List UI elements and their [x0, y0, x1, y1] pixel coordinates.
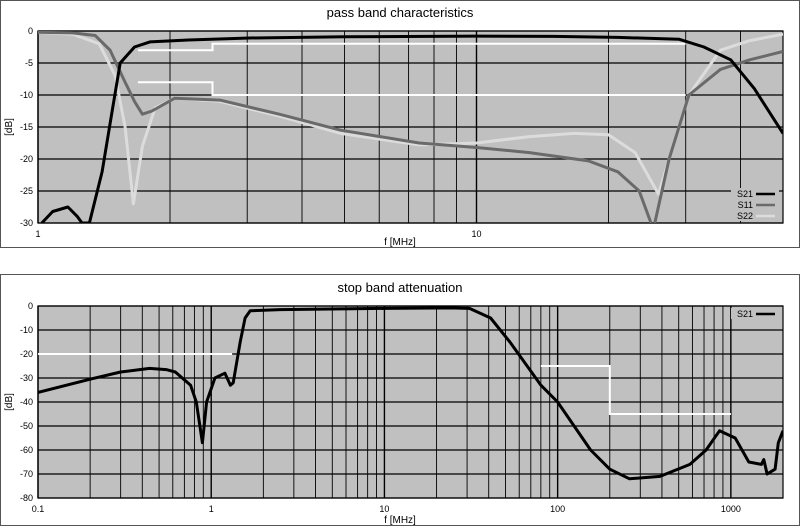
x-tick-label: 10: [471, 229, 481, 239]
y-tick-label: -10: [20, 90, 33, 100]
legend-entry-bg: [731, 188, 779, 199]
limit-line: [137, 42, 686, 52]
y-tick-label: -30: [20, 373, 33, 383]
plot-border: [37, 30, 784, 224]
limit-line: [137, 81, 686, 96]
y-axis-label: [dB]: [4, 393, 15, 411]
series-line-s21: [40, 34, 783, 223]
series-line-s11: [38, 31, 653, 223]
legend-label: S11: [738, 200, 753, 210]
y-tick-label: -20: [20, 154, 33, 164]
series-line-s11b: [653, 50, 783, 223]
chart-title: pass band characteristics: [327, 5, 474, 20]
y-axis-label: [dB]: [4, 118, 15, 136]
x-tick-label: 1: [35, 229, 40, 239]
legend-label: S21: [737, 189, 753, 199]
x-axis-label: f [MHz]: [384, 515, 416, 526]
y-tick-label: -25: [20, 186, 33, 196]
y-tick-label: -40: [20, 397, 33, 407]
y-tick-label: -50: [20, 421, 33, 431]
y-tick-label: -60: [20, 445, 33, 455]
legend-entry-bg: [731, 210, 779, 221]
x-tick-label: 1000: [721, 504, 741, 514]
legend-entry-bg: [731, 199, 779, 210]
limit-line: [540, 365, 731, 415]
legend-label: S22: [737, 211, 753, 221]
x-tick-label: 100: [550, 504, 565, 514]
pass-band-chart: pass band characteristics f [MHz] [dB] 0…: [0, 0, 800, 248]
series-line-s21: [38, 306, 783, 481]
y-tick-label: -10: [20, 325, 33, 335]
y-tick-label: -5: [25, 58, 33, 68]
y-tick-label: -70: [20, 469, 33, 479]
x-tick-label: 10: [379, 504, 389, 514]
x-axis-label: f [MHz]: [384, 237, 416, 248]
legend-entry-bg: [731, 308, 779, 319]
y-tick-label: 0: [28, 26, 33, 36]
stop-band-chart: stop band attenuation f [MHz] [dB] 0 -10 -…: [0, 274, 800, 526]
y-tick-label: 0: [28, 301, 33, 311]
x-tick-label: 1: [209, 504, 214, 514]
y-tick-label: -20: [20, 349, 33, 359]
legend-label: S21: [737, 309, 753, 319]
y-tick-label: -30: [20, 218, 33, 228]
chart-title: stop band attenuation: [337, 280, 462, 295]
x-tick-label: 0.1: [32, 504, 45, 514]
y-tick-label: -80: [20, 493, 33, 503]
y-tick-label: -15: [20, 122, 33, 132]
plot-border: [37, 305, 784, 499]
